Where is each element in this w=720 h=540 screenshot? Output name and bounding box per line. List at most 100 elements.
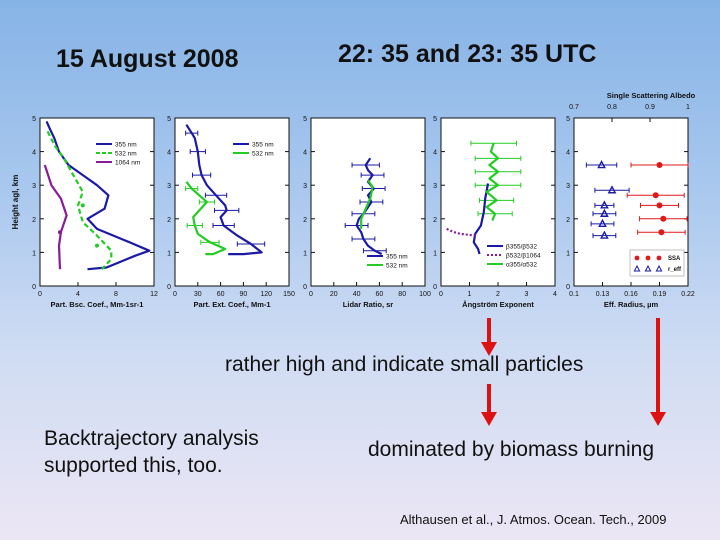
plot-area: [440, 117, 556, 287]
y-tick-label: 2: [433, 217, 437, 224]
x-tick-label: 80: [398, 291, 406, 298]
ssa-point: [658, 229, 665, 236]
top-tick-label: 0.9: [645, 104, 655, 111]
y-tick-label: 5: [433, 116, 437, 123]
ssa-point: [656, 202, 663, 209]
x-tick-label: 100: [419, 291, 431, 298]
ssa-point: [652, 192, 659, 199]
top-tick-label: 0.8: [607, 104, 617, 111]
legend-marker-reff: [655, 264, 663, 272]
arrow-ssa-to-biomass: [650, 318, 666, 426]
x-tick-label: 0: [309, 291, 313, 298]
x-tick-label: 3: [525, 291, 529, 298]
y-tick-label: 0: [433, 284, 437, 291]
x-axis-label: Part. Bsc. Coef., Mm-1sr-1: [51, 300, 144, 309]
y-tick-label: 4: [167, 150, 171, 157]
reff-point: [600, 230, 609, 239]
y-tick-label: 3: [167, 183, 171, 190]
reff-point: [600, 208, 609, 217]
note-backtrajectory-line1: Backtrajectory analysis: [44, 427, 259, 450]
y-tick-label: 1: [433, 250, 437, 257]
legend-marker-reff: [644, 264, 652, 272]
legend-label: α355/α532: [506, 262, 537, 269]
legend-label: SSA: [668, 256, 681, 262]
x-tick-label: 90: [240, 291, 248, 298]
reff-point: [600, 200, 609, 209]
x-axis-label: Part. Ext. Coef., Mm-1: [193, 300, 270, 309]
panel-extinction: 0 1 2 3 4 5 0 30 60 90 120 150 Part. Ext. Coef., Mm-…: [167, 116, 295, 309]
y-tick-label: 1: [303, 250, 307, 257]
x-tick-label: 4: [76, 291, 80, 298]
y-tick-label: 2: [566, 217, 570, 224]
y-tick-label: 0: [32, 284, 36, 291]
top-tick-label: 1: [686, 104, 690, 111]
y-tick-label: 0: [303, 284, 307, 291]
y-tick-label: 3: [433, 183, 437, 190]
y-tick-label: 4: [566, 150, 570, 157]
x-tick-label: 0.13: [596, 291, 610, 298]
x-tick-label: 20: [330, 291, 338, 298]
series-line--355-532: [472, 183, 490, 255]
note-backtrajectory-line2: supported this, too.: [44, 454, 223, 477]
reff-point: [607, 185, 617, 194]
series-line-532-nm: [46, 130, 113, 270]
x-tick-label: 4: [553, 291, 557, 298]
legend-label: 1064 nm: [115, 160, 140, 167]
panel-eff-radius: 0 1 2 3 4 5 0.1 0.13 0.16 0.19 0.22 Eff. Radius, µm…: [566, 91, 696, 309]
legend: SSA r_eff: [629, 249, 685, 277]
x-tick-label: 0.1: [569, 291, 579, 298]
title-time: 22: 35 and 23: 35 UTC: [338, 40, 597, 68]
title-date: 15 August 2008: [56, 45, 239, 73]
x-tick-label: 60: [376, 291, 384, 298]
note-small-particles: rather high and indicate small particles: [225, 353, 584, 376]
x-tick-label: 150: [283, 291, 295, 298]
y-tick-label: 4: [433, 150, 437, 157]
note-biomass-burning: dominated by biomass burning: [368, 438, 655, 461]
legend-marker-ssa: [634, 255, 640, 261]
y-tick-label: 0: [566, 284, 570, 291]
y-tick-label: 3: [566, 183, 570, 190]
y-tick-label: 5: [167, 116, 171, 123]
y-tick-label: 2: [167, 217, 171, 224]
y-tick-label: 5: [566, 116, 570, 123]
legend-box: [629, 249, 685, 277]
top-tick-label: 0.7: [569, 104, 579, 111]
series-line--355-532: [485, 142, 500, 221]
x-tick-label: 0: [173, 291, 177, 298]
series-line-355-nm: [45, 120, 151, 271]
x-tick-label: 0.16: [624, 291, 638, 298]
x-tick-label: 40: [353, 291, 361, 298]
legend-marker-ssa: [656, 255, 662, 261]
x-tick-label: 0: [439, 291, 443, 298]
x-tick-label: 1: [468, 291, 472, 298]
series-marker: [57, 230, 62, 235]
x-tick-label: 120: [260, 291, 272, 298]
x-tick-label: 0.22: [681, 291, 695, 298]
legend-label: β532/β1064: [506, 253, 541, 260]
y-tick-label: 4: [32, 150, 36, 157]
plot-area: [174, 117, 290, 287]
note-backtrajectory: Backtrajectory analysis supported this, …: [44, 425, 259, 479]
legend: 355 nm 532 nm: [233, 142, 274, 158]
series-line--532-1064: [446, 227, 477, 237]
legend-label: 532 nm: [386, 263, 408, 270]
y-tick-label: 1: [167, 250, 171, 257]
x-tick-label: 12: [150, 291, 158, 298]
y-tick-label: 1: [32, 250, 36, 257]
y-tick-label: 4: [303, 150, 307, 157]
arrow-angstrom-to-biomass: [481, 384, 497, 426]
panel-title: Single Scattering Albedo: [607, 91, 696, 100]
x-axis-label: Eff. Radius, µm: [604, 300, 659, 309]
y-tick-label: 5: [32, 116, 36, 123]
y-tick-label: 2: [303, 217, 307, 224]
legend: 355 nm 532 nm: [367, 254, 408, 270]
x-axis-label: Lidar Ratio, sr: [343, 300, 394, 309]
x-tick-label: 0.19: [653, 291, 667, 298]
series-marker: [80, 203, 85, 208]
y-tick-label: 5: [303, 116, 307, 123]
legend-label: 532 nm: [115, 151, 137, 158]
x-axis-label: Ångström Exponent: [462, 300, 534, 309]
